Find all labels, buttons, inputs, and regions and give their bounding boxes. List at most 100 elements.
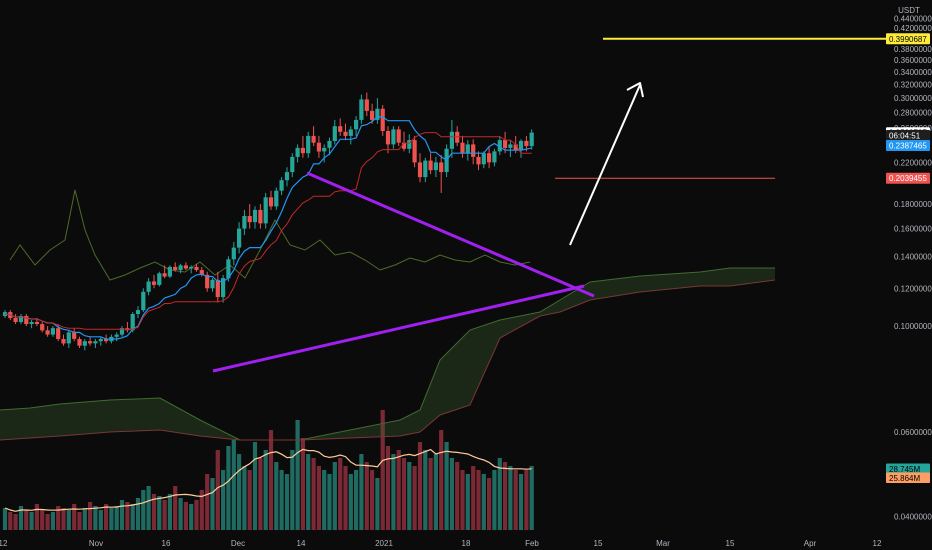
volume-badge: 28.745M: [886, 463, 930, 474]
price-badge-text: 06:04:51: [889, 132, 921, 141]
candle-body: [72, 332, 77, 339]
candle-body: [263, 197, 268, 224]
volume-bar: [311, 458, 316, 530]
candle-body: [300, 147, 305, 154]
volume-bar: [183, 502, 188, 530]
volume-badge-text: 28.745M: [889, 465, 920, 474]
price-tick-label: 0.4200000: [894, 24, 932, 33]
candle-body: [348, 129, 353, 136]
candle-body: [428, 160, 433, 171]
candle-body: [327, 140, 332, 148]
time-tick-label: Nov: [89, 539, 103, 548]
volume-bar: [199, 490, 204, 530]
volume-bar: [119, 500, 125, 530]
triangle-lower-trendline[interactable]: [212, 284, 585, 373]
candle-body: [199, 270, 204, 275]
time-tick-label: Feb: [525, 539, 539, 548]
volume-bar: [34, 504, 39, 530]
candle-body: [215, 279, 220, 298]
volume-bar: [167, 494, 172, 530]
candle-body: [487, 153, 492, 163]
candle-body: [343, 131, 348, 136]
candle-body: [380, 108, 385, 131]
volume-bar: [327, 474, 332, 530]
candle-body: [322, 147, 327, 152]
candle-body: [189, 266, 194, 269]
volume-bar: [471, 466, 476, 530]
volume-badge-bg: [886, 463, 930, 474]
candle-body: [45, 330, 50, 335]
candle-body: [439, 162, 444, 173]
candle-body: [258, 209, 263, 224]
candles-layer: [2, 92, 534, 351]
candle-body: [311, 135, 316, 143]
volume-bar: [370, 470, 375, 530]
breakout-arrow-head: [626, 82, 644, 98]
volume-bar: [290, 450, 295, 530]
volume-bar: [135, 498, 141, 530]
price-badge: 0.2387465: [886, 140, 930, 151]
volume-bar: [401, 458, 407, 530]
volume-bar: [343, 466, 348, 530]
volume-bar: [29, 512, 34, 530]
candle-body: [481, 153, 486, 165]
volume-bar: [385, 446, 391, 530]
candle-body: [18, 316, 24, 322]
price-badge: 06:04:51: [886, 130, 930, 141]
volume-bar: [284, 474, 290, 530]
candle-body: [77, 339, 82, 346]
kijun-sen-line: [4, 132, 532, 330]
candle-body: [135, 310, 141, 314]
candle-body: [141, 291, 146, 311]
volume-bar: [88, 502, 93, 530]
candle-body: [359, 99, 364, 120]
volume-bar: [173, 486, 178, 530]
volume-bar: [104, 504, 109, 530]
volume-bar: [178, 498, 183, 530]
candle-body: [130, 314, 135, 331]
time-tick-label: Apr: [804, 539, 817, 548]
price-badge-text: 0.2387465: [889, 142, 927, 151]
volume-bar: [226, 446, 231, 530]
volume-bar: [449, 458, 454, 530]
candle-body: [316, 142, 321, 152]
candle-body: [449, 131, 454, 149]
volume-bar: [72, 504, 77, 530]
triangle-upper-trendline[interactable]: [306, 171, 595, 298]
volume-bar: [237, 454, 242, 530]
volume-bar: [492, 470, 497, 530]
candle-body: [231, 247, 236, 260]
volume-bar: [322, 470, 327, 530]
volume-bar: [258, 458, 263, 530]
volume-bar: [417, 442, 423, 530]
volume-bar: [189, 504, 194, 530]
candle-body: [503, 140, 508, 148]
volume-bar: [93, 506, 98, 530]
candle-body: [417, 162, 423, 178]
candle-body: [237, 228, 242, 248]
volume-badge-bg: [886, 472, 930, 483]
candle-body: [279, 180, 284, 191]
candle-body: [66, 332, 71, 344]
candle-body: [226, 259, 231, 279]
volume-bar: [364, 462, 369, 530]
candle-body: [82, 341, 87, 346]
price-tick-label: 0.1800000: [894, 200, 932, 209]
price-tick-label: 0.2800000: [894, 108, 932, 117]
candle-body: [423, 160, 428, 178]
volume-bar: [162, 500, 167, 530]
price-tick-label: 0.2200000: [894, 158, 932, 167]
time-tick-label: 2021: [375, 539, 393, 548]
volume-bar: [412, 466, 417, 530]
volume-bar: [141, 490, 146, 530]
volume-bar: [210, 478, 215, 530]
breakout-arrow-shaft[interactable]: [569, 84, 641, 246]
volume-bar: [503, 462, 508, 530]
volume-bar: [13, 514, 18, 530]
cloud-layer: [0, 267, 776, 441]
lagging-span: [9, 189, 531, 281]
volume-bar: [444, 442, 449, 530]
